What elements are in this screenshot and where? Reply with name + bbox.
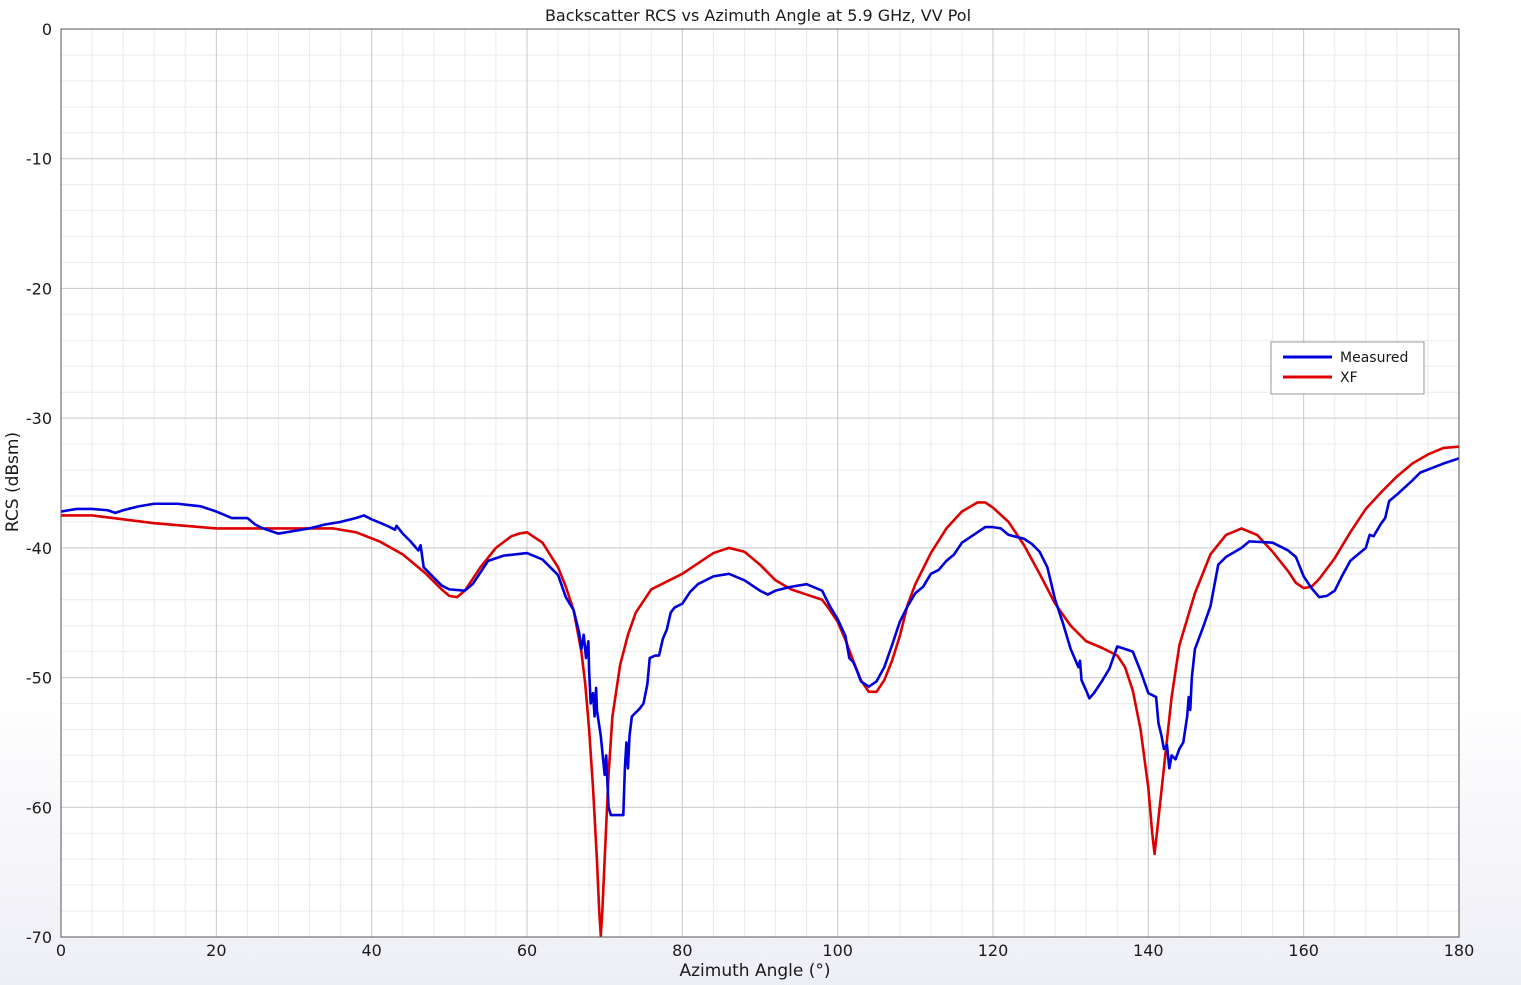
x-axis-label: Azimuth Angle (°) [680, 961, 831, 981]
x-tick-label: 100 [822, 941, 853, 960]
chart-title: Backscatter RCS vs Azimuth Angle at 5.9 … [545, 6, 971, 25]
x-tick-labels: 0 20 40 60 80 100 120 140 160 180 [56, 941, 1474, 960]
y-tick-labels: 0 -10 -20 -30 -40 -50 -60 -70 [26, 20, 52, 947]
x-tick-label: 60 [517, 941, 537, 960]
x-tick-label: 140 [1133, 941, 1164, 960]
y-tick-label: -20 [26, 279, 52, 298]
y-tick-label: -60 [26, 798, 52, 817]
x-tick-label: 120 [978, 941, 1009, 960]
y-tick-label: -10 [26, 150, 52, 169]
series-line-xf [61, 445, 1459, 937]
series-line-measured [61, 457, 1459, 817]
plot-frame [60, 28, 1460, 938]
y-tick-label: -30 [26, 409, 52, 428]
series-layer [61, 445, 1459, 937]
x-tick-label: 180 [1444, 941, 1475, 960]
legend: Measured XF [1270, 341, 1425, 395]
minor-gridlines [61, 29, 1459, 937]
y-tick-label: -50 [26, 669, 52, 688]
legend-label-measured: Measured [1340, 350, 1408, 366]
x-tick-label: 0 [56, 941, 66, 960]
y-tick-label: -70 [26, 928, 52, 947]
x-tick-label: 160 [1288, 941, 1319, 960]
x-tick-label: 80 [672, 941, 692, 960]
x-tick-label: 40 [361, 941, 381, 960]
x-tick-label: 20 [206, 941, 226, 960]
y-axis-label: RCS (dBsm) [3, 432, 23, 532]
y-tick-label: 0 [42, 20, 52, 39]
y-tick-label: -40 [26, 539, 52, 558]
legend-label-xf: XF [1340, 370, 1358, 386]
plot-area [61, 29, 1459, 937]
legend-box [1270, 341, 1425, 395]
